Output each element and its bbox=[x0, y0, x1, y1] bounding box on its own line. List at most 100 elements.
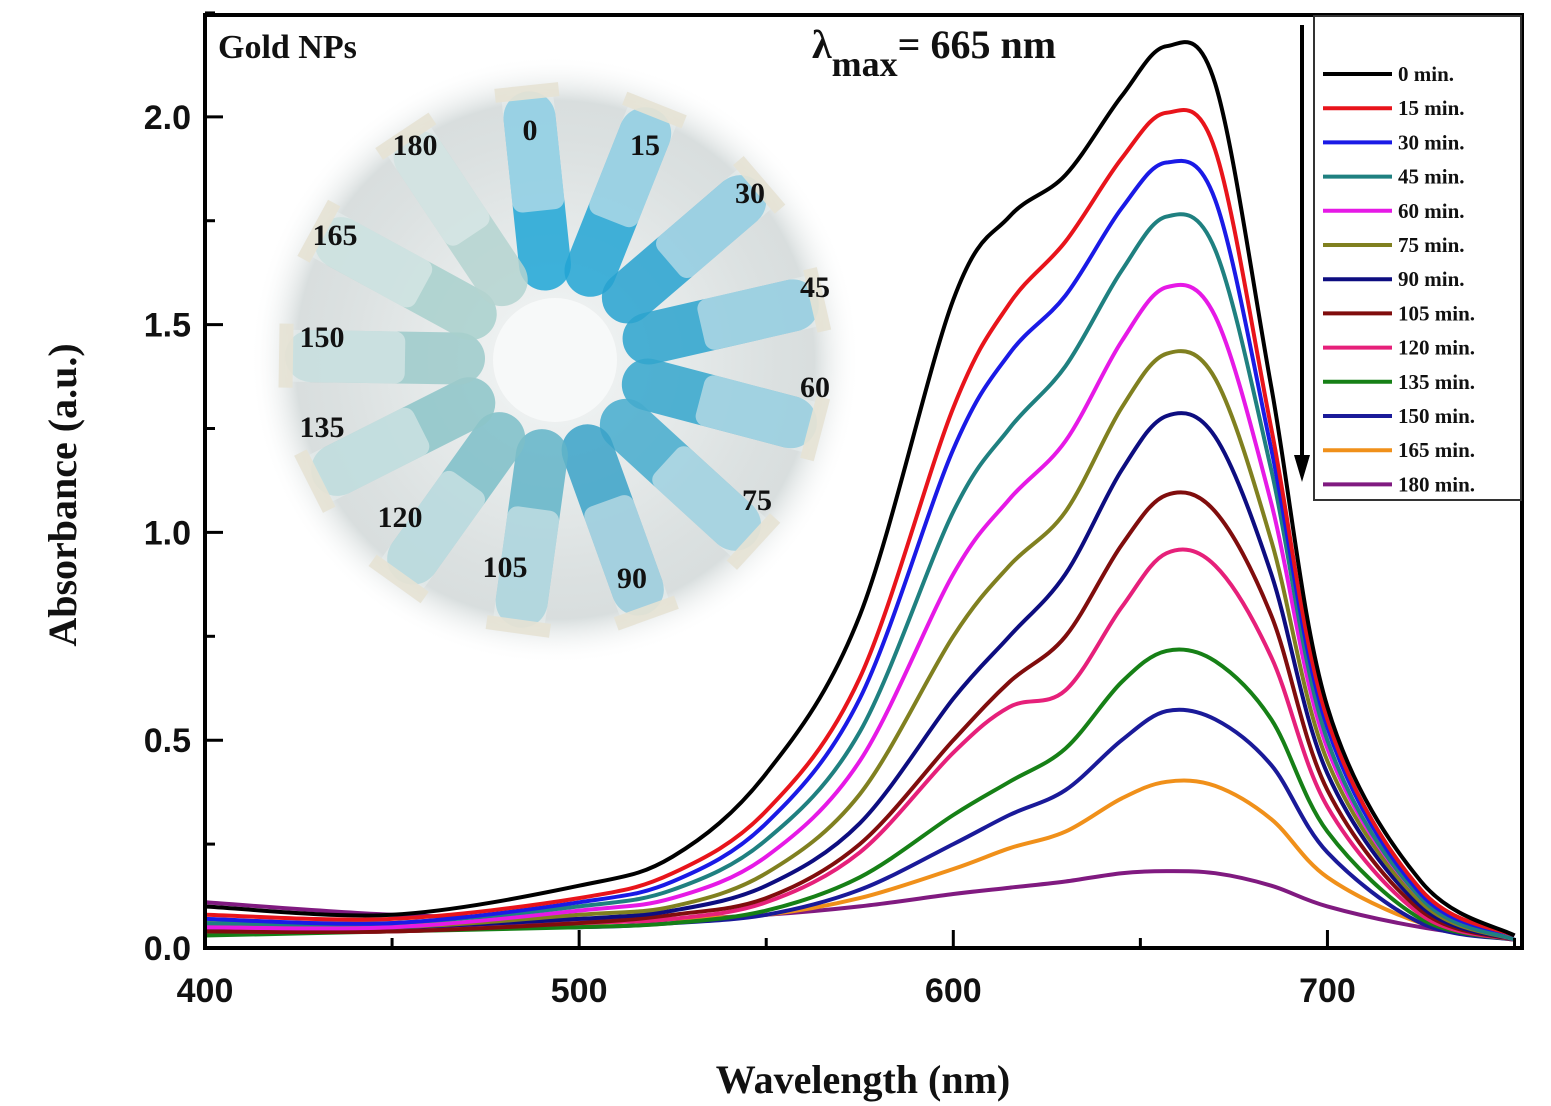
tube-cap bbox=[278, 323, 294, 388]
tube-label: 0 bbox=[523, 114, 538, 147]
legend-label: 105 min. bbox=[1398, 301, 1475, 325]
legend-label: 75 min. bbox=[1398, 233, 1465, 257]
tube-label: 90 bbox=[617, 562, 647, 595]
tube-75 bbox=[599, 398, 781, 570]
series-line-105-min bbox=[204, 490, 1516, 942]
sample-label: Gold NPs bbox=[218, 29, 357, 66]
tube-cap bbox=[294, 449, 336, 513]
legend-item: 15 min. bbox=[1323, 96, 1465, 120]
tube-135 bbox=[294, 377, 496, 513]
tube-cap bbox=[375, 112, 437, 160]
y-tick-label: 1.5 bbox=[144, 307, 191, 345]
lambda-symbol: λ bbox=[812, 22, 832, 67]
tube-180 bbox=[375, 112, 528, 307]
legend-item: 120 min. bbox=[1323, 336, 1475, 360]
tube-label: 30 bbox=[735, 177, 765, 210]
tube-cap bbox=[368, 554, 429, 604]
tube-label: 105 bbox=[483, 551, 528, 584]
plate-center bbox=[493, 298, 617, 422]
tube-empty-part bbox=[652, 446, 768, 558]
tube-empty-part bbox=[284, 329, 406, 384]
x-tick-label: 500 bbox=[551, 972, 608, 1010]
tube-empty-part bbox=[380, 470, 486, 591]
tube-empty-part bbox=[493, 506, 560, 630]
series-line-60-min bbox=[204, 282, 1516, 942]
legend-item: 180 min. bbox=[1323, 472, 1475, 496]
tube-label: 15 bbox=[630, 129, 660, 162]
legend-label: 30 min. bbox=[1398, 130, 1465, 154]
tube-cap bbox=[803, 267, 832, 333]
tube-empty-part bbox=[387, 124, 490, 246]
tube-label: 120 bbox=[378, 501, 423, 534]
legend-label: 90 min. bbox=[1398, 267, 1465, 291]
series-line-45-min bbox=[204, 212, 1516, 942]
legend-label: 120 min. bbox=[1398, 336, 1475, 360]
tube-60 bbox=[621, 358, 831, 462]
y-tick-label: 0.0 bbox=[144, 930, 191, 968]
series-line-90-min bbox=[204, 411, 1516, 942]
legend-label: 150 min. bbox=[1398, 404, 1475, 428]
x-axis-title: Wavelength (nm) bbox=[716, 1057, 1010, 1102]
x-tick-label: 400 bbox=[177, 972, 234, 1010]
series-line-30-min bbox=[204, 158, 1516, 938]
tube-empty-part bbox=[697, 276, 822, 350]
lambda-value: = 665 nm bbox=[898, 22, 1056, 67]
tube-cap bbox=[297, 199, 341, 263]
legend-item: 0 min. bbox=[1323, 62, 1454, 86]
legend-label: 180 min. bbox=[1398, 472, 1475, 496]
legend-item: 135 min. bbox=[1323, 370, 1475, 394]
lambda-max-annotation: λmax= 665 nm bbox=[812, 22, 1056, 84]
x-tick-label: 700 bbox=[1299, 972, 1356, 1010]
legend-item: 60 min. bbox=[1323, 199, 1465, 223]
tube-empty-part bbox=[589, 102, 676, 228]
legend-item: 30 min. bbox=[1323, 130, 1465, 154]
tube-empty-part bbox=[656, 168, 773, 278]
tube-label: 75 bbox=[742, 484, 772, 517]
tube-label: 165 bbox=[313, 219, 358, 252]
tube-cap bbox=[800, 395, 831, 462]
tube-105 bbox=[485, 429, 568, 638]
legend-label: 0 min. bbox=[1398, 62, 1454, 86]
legend-item: 45 min. bbox=[1323, 165, 1465, 189]
tube-empty-part bbox=[501, 89, 565, 213]
legend-item: 75 min. bbox=[1323, 233, 1465, 257]
tube-empty-part bbox=[309, 211, 433, 308]
legend-label: 45 min. bbox=[1398, 165, 1465, 189]
legend-label: 135 min. bbox=[1398, 370, 1475, 394]
series-line-15-min bbox=[204, 108, 1516, 938]
inset-photo-gold-np-tubes: 0 15 30 45 60 75 90 105 120 135 150 165 180 bbox=[250, 55, 860, 665]
tube-label: 45 bbox=[800, 271, 830, 304]
tube-empty-part bbox=[695, 375, 821, 452]
y-tick-label: 1.0 bbox=[144, 514, 191, 552]
series-layer bbox=[204, 40, 1516, 942]
tube-150 bbox=[278, 323, 486, 388]
legend-box bbox=[1313, 15, 1522, 501]
tube-30 bbox=[601, 156, 786, 324]
tube-cap bbox=[613, 595, 679, 631]
tube-15 bbox=[564, 91, 687, 297]
tube-90 bbox=[561, 424, 679, 631]
tube-45 bbox=[622, 267, 832, 365]
legend-item: 90 min. bbox=[1323, 267, 1465, 291]
tube-label: 60 bbox=[800, 371, 830, 404]
tube-cap bbox=[494, 82, 560, 103]
legend-label: 165 min. bbox=[1398, 438, 1475, 462]
tube-empty-part bbox=[305, 407, 430, 502]
decreasing-arrow bbox=[1294, 25, 1310, 482]
tube-empty-part bbox=[584, 495, 669, 620]
legend: 0 min. 15 min. 30 min. 45 min. 60 min. 75 min… bbox=[1313, 15, 1522, 501]
legend-item: 105 min. bbox=[1323, 301, 1475, 325]
series-line-135-min bbox=[204, 647, 1515, 942]
y-tick-label: 2.0 bbox=[144, 99, 191, 137]
tube-label: 180 bbox=[393, 129, 438, 162]
legend-label: 15 min. bbox=[1398, 96, 1465, 120]
legend-item: 150 min. bbox=[1323, 404, 1475, 428]
series-line-75-min bbox=[204, 349, 1516, 942]
y-tick-label: 0.5 bbox=[144, 722, 191, 760]
lambda-subscript: max bbox=[832, 44, 898, 84]
y-axis-title: Absorbance (a.u.) bbox=[40, 343, 85, 646]
tube-label: 135 bbox=[300, 411, 345, 444]
tube-0 bbox=[494, 82, 571, 291]
